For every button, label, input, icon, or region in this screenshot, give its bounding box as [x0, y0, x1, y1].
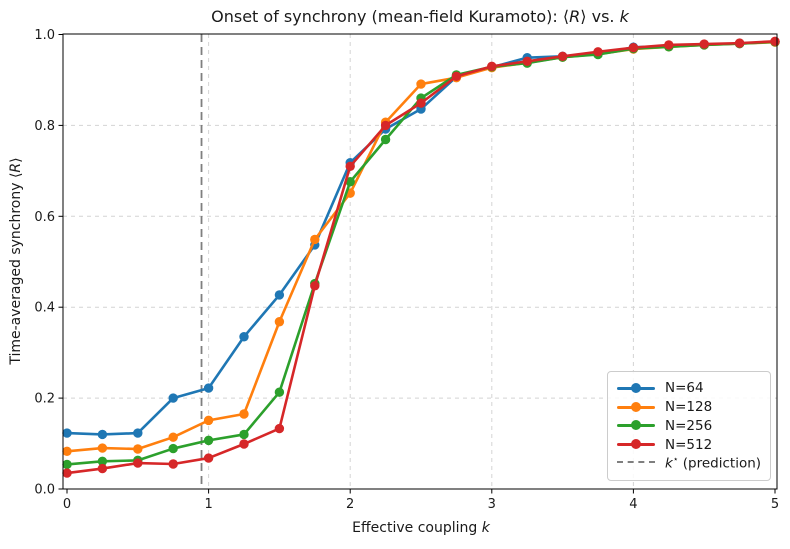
- data-point: [239, 429, 249, 440]
- x-tick-label: 1: [204, 497, 212, 512]
- legend-line-marker-swatch: [617, 382, 655, 394]
- data-point: [380, 120, 391, 131]
- data-point: [310, 281, 320, 291]
- plot-border: [62, 33, 778, 490]
- legend-line-marker-swatch: [617, 439, 655, 450]
- data-point: [664, 40, 674, 50]
- legend-label: N=512: [665, 436, 713, 453]
- y-tick-label: 0.8: [34, 119, 55, 134]
- legend-label: N=64: [665, 380, 704, 397]
- legend: N=64 N=128 N=256 N=512 k⋆ (prediction): [607, 371, 771, 481]
- data-point: [203, 415, 214, 426]
- legend-dashed-line-swatch: [617, 458, 655, 469]
- chart-title: Onset of synchrony (mean-field Kuramoto)…: [211, 7, 629, 26]
- series-n512: [62, 36, 780, 478]
- data-point: [274, 317, 285, 327]
- data-point: [97, 456, 108, 466]
- data-point: [168, 459, 178, 469]
- data-point: [133, 458, 143, 468]
- y-tick-label: 0.4: [34, 301, 55, 316]
- data-point: [62, 446, 72, 456]
- data-point: [203, 435, 214, 446]
- data-point: [699, 39, 709, 49]
- x-tick-label: 0: [63, 497, 71, 512]
- axis-ticks: 0 1 2 3 4 5 0.0 0.2 0.4 0.6 0.8 1.0: [34, 28, 779, 512]
- data-point: [274, 387, 285, 397]
- data-point: [416, 98, 426, 108]
- data-point: [557, 51, 568, 62]
- data-point: [203, 453, 214, 463]
- x-tick-label: 3: [488, 497, 496, 512]
- data-point: [62, 428, 72, 438]
- legend-item-n256: N=256: [617, 417, 761, 436]
- data-point: [593, 47, 603, 57]
- data-point: [770, 36, 780, 47]
- x-tick-label: 5: [771, 497, 779, 512]
- x-axis-label: Effective coupling k: [352, 520, 491, 536]
- x-tick-label: 2: [346, 497, 354, 512]
- data-point: [487, 61, 497, 72]
- data-point: [203, 383, 214, 393]
- legend-label: N=256: [665, 417, 713, 434]
- y-axis-label: Time-averaged synchrony ⟨R⟩: [8, 157, 24, 365]
- data-point: [310, 234, 320, 245]
- x-tick-label: 4: [629, 497, 637, 512]
- legend-item-k-star-prediction: k⋆ (prediction): [617, 454, 761, 473]
- legend-label: N=128: [665, 399, 713, 416]
- legend-label: k⋆ (prediction): [665, 455, 762, 472]
- y-tick-label: 0.6: [34, 210, 55, 225]
- data-point: [451, 71, 462, 82]
- data-point: [345, 161, 355, 172]
- y-tick-label: 0.0: [34, 483, 55, 498]
- legend-item-n128: N=128: [617, 398, 761, 417]
- y-tick-label: 0.2: [34, 392, 55, 407]
- data-point: [97, 463, 108, 474]
- y-tick-label: 1.0: [34, 28, 55, 43]
- data-point: [62, 468, 72, 478]
- data-point: [522, 56, 532, 67]
- data-point: [345, 177, 355, 187]
- legend-item-n512: N=512: [617, 435, 761, 454]
- data-point: [239, 332, 249, 342]
- data-point: [62, 459, 72, 470]
- data-point: [97, 429, 108, 440]
- data-point: [239, 439, 249, 449]
- data-point: [628, 42, 639, 53]
- data-series: [62, 36, 780, 478]
- data-point: [734, 38, 745, 48]
- data-point: [168, 443, 178, 454]
- data-point: [274, 423, 285, 434]
- data-point: [97, 443, 108, 453]
- legend-line-marker-swatch: [617, 420, 655, 431]
- data-point: [239, 409, 249, 419]
- data-point: [133, 428, 143, 438]
- data-point: [168, 393, 178, 403]
- legend-item-n64: N=64: [617, 379, 761, 398]
- data-point: [274, 290, 285, 300]
- data-point: [168, 432, 178, 442]
- data-point: [133, 444, 143, 454]
- legend-line-marker-swatch: [617, 401, 655, 413]
- data-point: [416, 79, 426, 89]
- data-point: [380, 134, 391, 145]
